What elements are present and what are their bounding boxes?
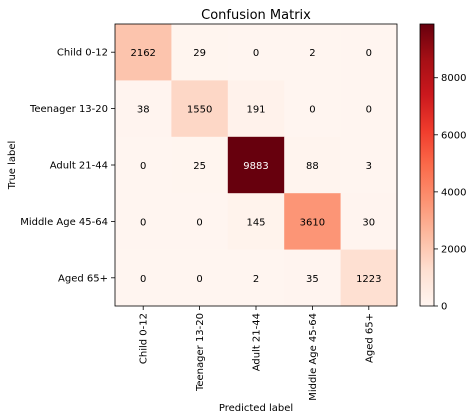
cell-value-label: 3610 xyxy=(300,217,325,228)
colorbar-tick-label: 4000 xyxy=(441,187,466,198)
heatmap-cell xyxy=(171,193,229,250)
cell-value-label: 0 xyxy=(196,217,202,228)
heatmap-cell xyxy=(340,193,398,250)
heatmap-cell xyxy=(227,249,285,307)
cell-value-label: 9883 xyxy=(243,161,268,172)
cell-value-label: 145 xyxy=(246,217,265,228)
heatmap-cell xyxy=(227,193,285,250)
x-tick-label: Teenager 13-20 xyxy=(195,313,206,392)
heatmap-cell xyxy=(284,249,341,307)
x-tick-label: Middle Age 45-64 xyxy=(308,313,319,401)
y-tick-label: Adult 21-44 xyxy=(50,161,108,172)
heatmap-cell xyxy=(284,136,341,194)
cell-value-label: 1223 xyxy=(356,274,381,285)
heatmap-cell xyxy=(171,249,229,307)
heatmap-cell xyxy=(340,136,398,194)
x-tick-label: Adult 21-44 xyxy=(252,313,263,371)
y-tick-label: Aged 65+ xyxy=(58,273,108,284)
y-tick-label: Teenager 13-20 xyxy=(29,104,108,115)
cell-value-label: 0 xyxy=(366,105,372,116)
heatmap-cell xyxy=(171,136,229,194)
colorbar-tick-label: 2000 xyxy=(441,244,466,255)
x-tick-label: Child 0-12 xyxy=(139,313,150,364)
heatmap-cell xyxy=(284,193,341,250)
heatmap-cell-labels: 2162 29 0 2 038 1550 191 0 00 25 9883 88 30 0 145 3610 3… xyxy=(130,48,381,285)
cell-value-label: 30 xyxy=(362,217,375,228)
colorbar-tick-label: 8000 xyxy=(441,73,466,84)
heatmap-cell xyxy=(340,80,398,138)
y-axis: Child 0-12 Teenager 13-20 Adult 21-44 Middl… xyxy=(20,48,115,284)
heatmap-cell xyxy=(115,136,172,194)
heatmap-cell xyxy=(171,24,229,81)
heatmap-cell xyxy=(171,80,229,138)
cell-value-label: 191 xyxy=(246,105,265,116)
x-axis-label: Predicted label xyxy=(219,403,293,414)
chart-title: Confusion Matrix xyxy=(201,8,311,23)
cell-value-label: 0 xyxy=(253,48,259,59)
heatmap-cell xyxy=(115,80,172,138)
heatmap-cell xyxy=(227,24,285,81)
heatmap-cell xyxy=(115,24,172,81)
x-tick-label: Aged 65+ xyxy=(364,313,375,363)
heatmap-cell xyxy=(227,136,285,194)
cell-value-label: 38 xyxy=(137,105,150,116)
cell-value-label: 0 xyxy=(140,217,146,228)
cell-value-label: 3 xyxy=(366,161,372,172)
cell-value-label: 0 xyxy=(140,274,146,285)
heatmap-cell xyxy=(340,249,398,307)
cell-value-label: 88 xyxy=(306,161,319,172)
colorbar xyxy=(419,23,435,307)
cell-value-label: 0 xyxy=(140,161,146,172)
cell-value-label: 0 xyxy=(196,274,202,285)
heatmap-cell xyxy=(284,80,341,138)
heatmap-cell xyxy=(115,193,172,250)
cell-value-label: 25 xyxy=(193,161,206,172)
heatmap-cells xyxy=(115,24,398,307)
y-axis-label: True label xyxy=(7,141,18,191)
colorbar-ticks: 0 2000 4000 6000 8000 xyxy=(434,73,466,313)
colorbar-tick-label: 0 xyxy=(441,302,447,313)
colorbar-tick-label: 6000 xyxy=(441,130,466,141)
heatmap-cell xyxy=(115,249,172,307)
cell-value-label: 0 xyxy=(366,48,372,59)
cell-value-label: 35 xyxy=(306,274,319,285)
cell-value-label: 0 xyxy=(309,105,315,116)
cell-value-label: 1550 xyxy=(187,105,212,116)
y-tick-label: Child 0-12 xyxy=(57,48,108,59)
cell-value-label: 2162 xyxy=(130,48,155,59)
cell-value-label: 2 xyxy=(309,48,315,59)
cell-value-label: 29 xyxy=(193,48,206,59)
heatmap-cell xyxy=(227,80,285,138)
x-axis: Child 0-12 Teenager 13-20 Adult 21-44 Middl… xyxy=(139,306,375,401)
y-tick-label: Middle Age 45-64 xyxy=(20,217,108,228)
heatmap-cell xyxy=(284,24,341,81)
cell-value-label: 2 xyxy=(253,274,259,285)
heatmap-cell xyxy=(340,24,398,81)
